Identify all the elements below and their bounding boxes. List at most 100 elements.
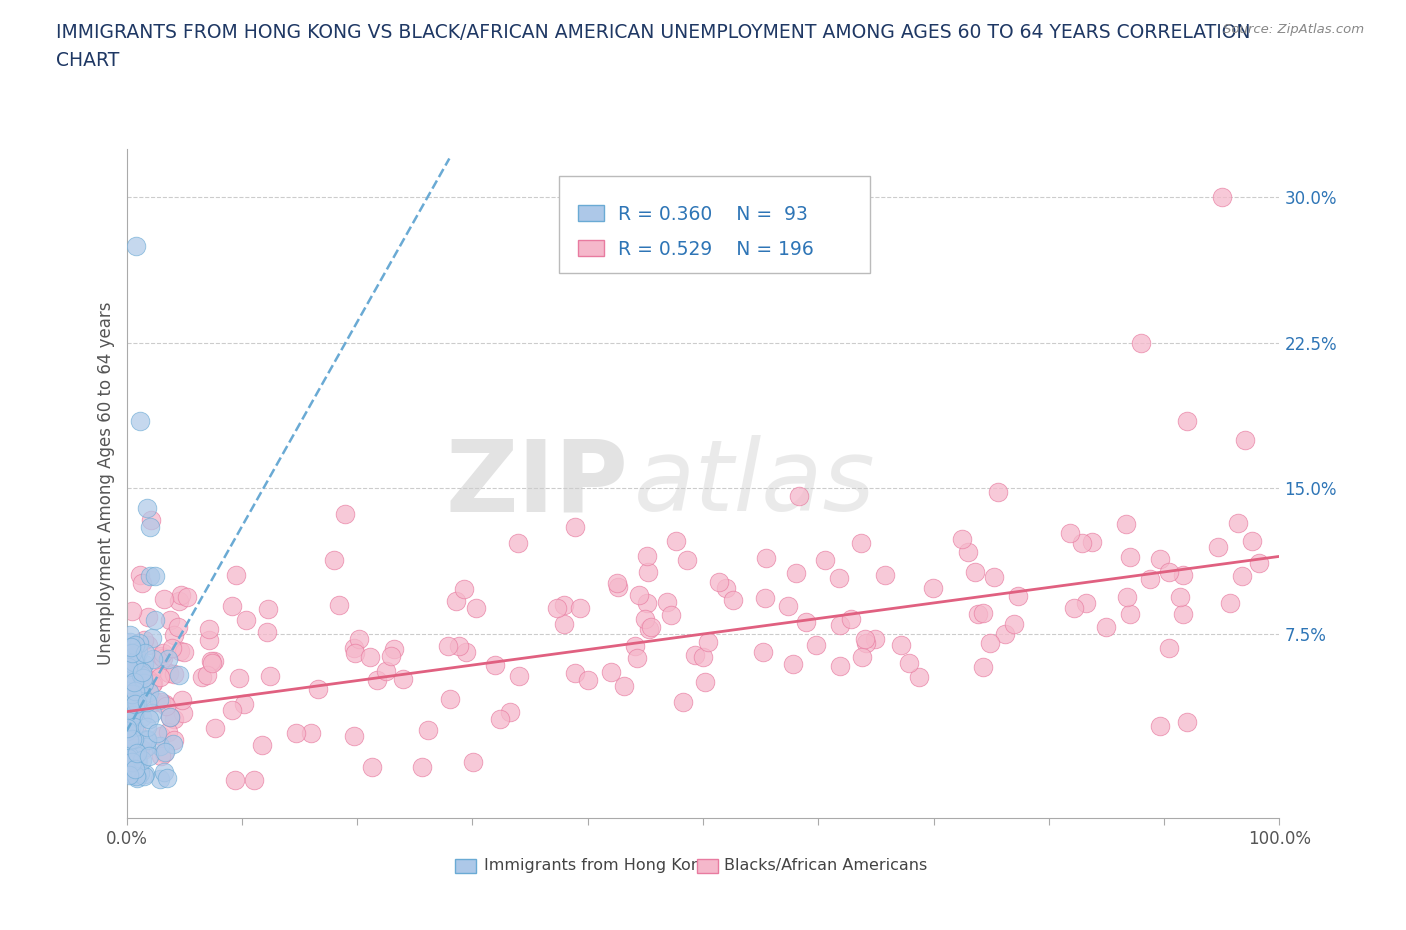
Point <box>853 631 876 646</box>
Point <box>243 772 266 787</box>
Point <box>138 520 160 535</box>
Point <box>855 635 877 650</box>
Point <box>125 769 148 784</box>
Text: Blacks/African Americans: Blacks/African Americans <box>724 857 927 872</box>
Point <box>1168 590 1191 604</box>
Point <box>1002 617 1025 631</box>
Point <box>489 711 512 726</box>
Point <box>1059 526 1081 541</box>
Point <box>972 659 994 674</box>
Point <box>1230 568 1253 583</box>
Point <box>464 600 486 615</box>
Point <box>463 755 485 770</box>
Point <box>454 645 477 660</box>
Text: R = 0.529    N = 196: R = 0.529 N = 196 <box>617 240 814 259</box>
Point <box>127 666 149 681</box>
Point <box>966 606 988 621</box>
Point <box>657 594 679 609</box>
Point <box>125 676 148 691</box>
FancyBboxPatch shape <box>697 858 718 873</box>
Point <box>411 759 433 774</box>
Point <box>922 581 945 596</box>
Point <box>124 705 146 720</box>
Point <box>1071 536 1094 551</box>
Point <box>391 671 413 686</box>
Point <box>202 654 225 669</box>
Point <box>626 651 648 666</box>
Point <box>437 639 460 654</box>
Point <box>1233 432 1256 447</box>
Point <box>987 485 1010 499</box>
Point <box>256 602 278 617</box>
Point <box>159 665 181 680</box>
Point <box>121 604 143 618</box>
Point <box>200 656 222 671</box>
Point <box>1149 719 1171 734</box>
Point <box>155 697 177 711</box>
Point <box>173 644 195 659</box>
Point <box>444 593 467 608</box>
Point <box>250 737 273 752</box>
Point <box>162 737 184 751</box>
Point <box>138 749 160 764</box>
Point <box>124 748 146 763</box>
Point <box>120 628 142 643</box>
Point <box>120 640 142 655</box>
Point <box>127 725 149 740</box>
Point <box>890 638 912 653</box>
Point <box>152 764 174 779</box>
Point <box>155 744 177 759</box>
Point <box>170 693 193 708</box>
Point <box>979 635 1001 650</box>
Point <box>115 694 138 709</box>
Point <box>672 694 695 709</box>
Point <box>172 706 194 721</box>
Point <box>439 692 461 707</box>
Point <box>453 582 475 597</box>
Point <box>830 618 852 632</box>
Point <box>613 679 636 694</box>
Point <box>637 622 659 637</box>
Point <box>499 705 522 720</box>
Point <box>159 613 181 628</box>
Point <box>167 620 190 635</box>
Point <box>121 686 143 701</box>
Point <box>149 738 172 753</box>
Point <box>121 687 143 702</box>
Point <box>142 676 165 691</box>
Point <box>851 650 873 665</box>
Point <box>366 672 388 687</box>
Point <box>907 670 929 684</box>
Point <box>145 726 167 741</box>
Point <box>640 619 662 634</box>
Point <box>117 751 139 765</box>
Point <box>145 695 167 710</box>
Point <box>134 675 156 690</box>
Point <box>124 748 146 763</box>
Point <box>347 632 370 647</box>
Point <box>163 628 186 643</box>
Point <box>149 749 172 764</box>
Point <box>794 615 817 630</box>
Point <box>983 570 1005 585</box>
Point <box>380 648 402 663</box>
Point <box>1173 567 1195 582</box>
Point <box>1175 715 1198 730</box>
Point <box>328 597 350 612</box>
Point <box>1241 534 1264 549</box>
Point <box>1130 336 1153 351</box>
Point <box>343 641 366 656</box>
Point <box>118 706 141 721</box>
Point <box>553 598 575 613</box>
Point <box>776 598 799 613</box>
Point <box>360 760 382 775</box>
Point <box>127 751 149 765</box>
Point <box>122 666 145 681</box>
Point <box>142 651 165 666</box>
Point <box>233 697 256 711</box>
Point <box>117 660 139 675</box>
Point <box>124 637 146 652</box>
Point <box>129 765 152 780</box>
Point <box>155 698 177 713</box>
Point <box>564 666 586 681</box>
